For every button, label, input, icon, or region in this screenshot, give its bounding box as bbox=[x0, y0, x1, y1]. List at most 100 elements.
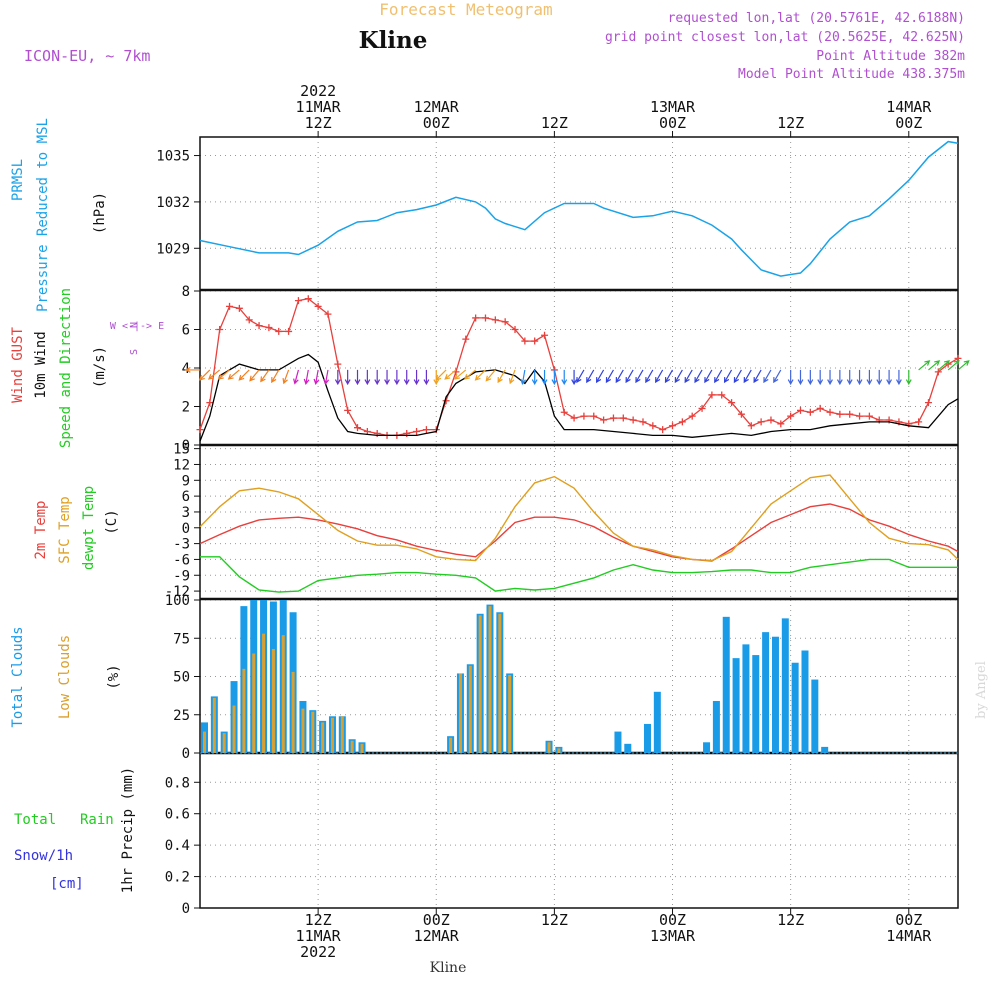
y-tick-label: 100 bbox=[165, 593, 190, 609]
top-time-label: 12Z bbox=[541, 114, 568, 132]
gust-point bbox=[294, 297, 302, 305]
low-cloud-bar bbox=[301, 708, 305, 753]
gust-point bbox=[275, 327, 283, 335]
total-cloud-bar bbox=[703, 742, 711, 753]
gust-point bbox=[354, 424, 362, 432]
precip-rain-label: Rain bbox=[80, 812, 114, 828]
gust-point bbox=[206, 399, 214, 407]
low-cloud-bar bbox=[350, 740, 354, 753]
low-cloud-bar bbox=[311, 711, 315, 753]
bottom-time-label: 00Z bbox=[895, 911, 922, 929]
wind-dir-arrow bbox=[454, 369, 467, 380]
gust-line bbox=[199, 298, 959, 437]
wind-dir-arrow bbox=[635, 369, 644, 384]
total-cloud-bar bbox=[712, 700, 720, 753]
low-cloud-bar bbox=[203, 731, 206, 753]
bottom-time-label: 12Z bbox=[777, 911, 804, 929]
gust-point bbox=[580, 412, 588, 420]
wind-dir-arrow bbox=[217, 369, 230, 380]
total-cloud-bar bbox=[614, 731, 622, 753]
bottom-time-label: 12Z bbox=[541, 911, 568, 929]
low-cloud-bar bbox=[488, 606, 492, 753]
gust-point bbox=[708, 391, 716, 399]
wind-dir-arrow bbox=[664, 369, 674, 384]
y-tick-label: 0 bbox=[182, 901, 190, 917]
low-cloud-bar bbox=[212, 697, 216, 753]
gust-point bbox=[235, 304, 243, 312]
wind-dir-arrow bbox=[282, 369, 290, 385]
requested-coords: requested lon,lat (20.5761E, 42.6188N) bbox=[668, 11, 965, 26]
wind-dir-arrow bbox=[313, 369, 320, 385]
clouds-unit: (%) bbox=[106, 664, 122, 689]
dewpt-line bbox=[200, 556, 958, 593]
gust-point bbox=[836, 410, 844, 418]
y-tick-label: -3 bbox=[173, 537, 190, 553]
gust-point bbox=[501, 318, 509, 326]
wind-dir-arrow bbox=[485, 369, 496, 382]
gust-point bbox=[678, 418, 686, 426]
wind-dir-arrow bbox=[836, 369, 843, 386]
temp-sfc-label: SFC Temp bbox=[57, 496, 73, 563]
plot-frame bbox=[199, 136, 959, 909]
wind-dir-arrow bbox=[433, 369, 440, 386]
gust-point bbox=[787, 412, 795, 420]
y-tick-label: 0 bbox=[182, 438, 190, 454]
compass-we: W <-|-> E bbox=[110, 321, 164, 332]
low-cloud-bar bbox=[222, 733, 226, 753]
gust-point bbox=[334, 360, 342, 368]
bottom-time-label: 00Z bbox=[659, 911, 686, 929]
wind-dir-arrow bbox=[807, 369, 814, 386]
low-cloud-bar bbox=[252, 653, 256, 753]
wind-dir-arrow bbox=[625, 369, 634, 384]
gust-point bbox=[560, 408, 568, 416]
total-cloud-bar bbox=[801, 650, 809, 753]
bottom-time-label: 11MAR bbox=[296, 927, 342, 945]
wind-dir-arrow bbox=[374, 369, 381, 386]
top-time-label: 2022 bbox=[300, 82, 336, 100]
gust-point bbox=[609, 414, 617, 422]
wind-dir-arrow bbox=[260, 369, 270, 383]
total-cloud-bar bbox=[821, 746, 829, 753]
y-tick-label: 8 bbox=[182, 284, 190, 300]
wind-dir-arrow bbox=[797, 369, 804, 386]
wind-dir-arrow bbox=[293, 369, 300, 385]
gust-point bbox=[747, 422, 755, 430]
wind-dir-arrow bbox=[393, 369, 400, 386]
bottom-time-label: 12Z bbox=[305, 911, 332, 929]
gust-point bbox=[669, 422, 677, 430]
wind-dir-arrow bbox=[615, 369, 624, 384]
top-time-label: 12MAR bbox=[414, 98, 460, 116]
gust-point bbox=[491, 316, 499, 324]
wind-dir-arrow bbox=[787, 369, 794, 386]
low-cloud-bar bbox=[547, 742, 551, 753]
wind-dir-arrow bbox=[704, 369, 713, 384]
wind-dir-arrow bbox=[723, 369, 733, 384]
wind-dir-arrow bbox=[571, 369, 578, 386]
gust-point bbox=[531, 337, 539, 345]
total-cloud-bar bbox=[742, 644, 750, 753]
gust-point bbox=[688, 412, 696, 420]
wind-dir-arrow bbox=[905, 369, 912, 386]
footer-location: Kline bbox=[430, 960, 467, 976]
wind-dir-arrow bbox=[199, 369, 211, 381]
gust-point bbox=[698, 404, 706, 412]
wind-dir-arrow bbox=[520, 369, 527, 385]
pressure-line bbox=[199, 140, 959, 277]
y-tick-label: 4 bbox=[182, 361, 190, 377]
temp-unit: (C) bbox=[104, 509, 120, 534]
gust-point bbox=[737, 410, 745, 418]
wind-label: 10m Wind bbox=[33, 331, 49, 398]
low-cloud-bar bbox=[498, 613, 502, 753]
wind-dir-arrow bbox=[674, 369, 683, 384]
y-tick-label: 2 bbox=[182, 400, 190, 416]
gust-point bbox=[413, 428, 421, 436]
grid-point-coords: grid point closest lon,lat (20.5625E, 42… bbox=[605, 30, 965, 45]
top-time-label: 11MAR bbox=[296, 98, 342, 116]
top-time-label: 13MAR bbox=[650, 98, 696, 116]
wind-dir-arrow bbox=[684, 369, 693, 384]
total-cloud-bar bbox=[791, 662, 799, 753]
y-tick-label: 1032 bbox=[156, 195, 190, 211]
low-cloud-bar bbox=[478, 615, 482, 753]
